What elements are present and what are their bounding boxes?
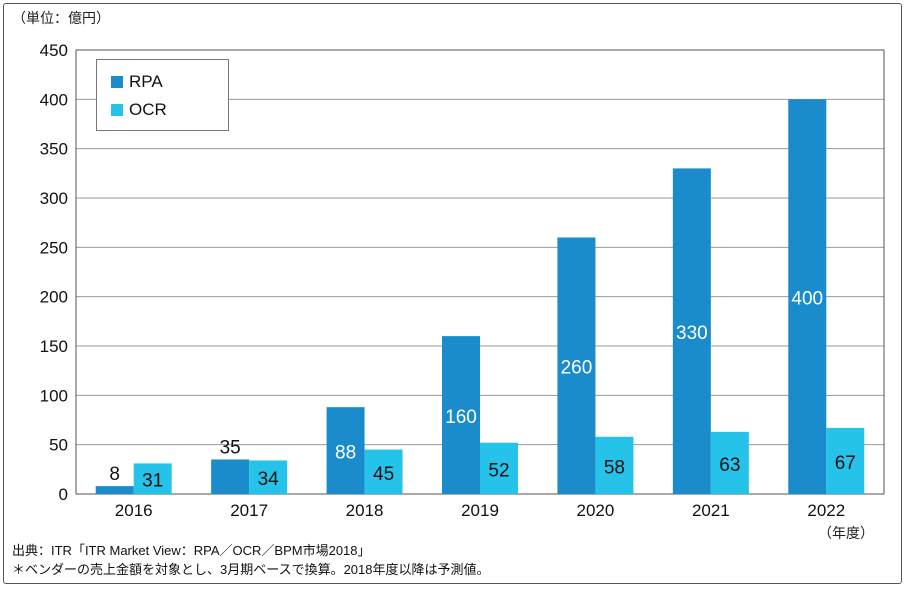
x-unit-label: （年度）: [818, 525, 874, 541]
source-footnote: ＊ベンダーの売上金額を対象とし、3月期ベースで換算。2018年度以降は予測値。: [12, 562, 490, 577]
data-label-ocr-2019: 52: [488, 460, 509, 481]
y-tick-label: 150: [40, 337, 68, 356]
x-tick-label: 2022: [807, 501, 845, 520]
x-tick-label: 2018: [346, 501, 384, 520]
legend-label-ocr: OCR: [129, 100, 167, 119]
bar-ocr-2018: [364, 449, 403, 494]
y-tick-label: 50: [49, 436, 68, 455]
bar-rpa-2017: [211, 459, 250, 494]
data-label-rpa-2020: 260: [561, 358, 593, 379]
data-label-ocr-2020: 58: [604, 457, 625, 478]
bar-ocr-2022: [826, 427, 865, 494]
data-label-rpa-2019: 160: [445, 407, 477, 428]
bar-rpa-2019: [442, 336, 480, 494]
y-tick-label: 0: [59, 485, 68, 504]
legend-swatch-rpa: [111, 76, 123, 88]
data-label-rpa-2022: 400: [791, 289, 823, 310]
x-tick-label: 2016: [115, 501, 153, 520]
bar-rpa-2022: [788, 99, 827, 494]
y-tick-label: 450: [40, 41, 68, 60]
data-label-ocr-2021: 63: [719, 455, 740, 476]
bar-ocr-2021: [710, 431, 749, 494]
bar-ocr-2020: [595, 436, 634, 494]
bar-rpa-2018: [326, 407, 365, 494]
bar-rpa-2020: [557, 237, 596, 494]
legend-item-rpa: RPA: [111, 70, 163, 94]
data-label-ocr-2017: 34: [258, 469, 280, 490]
x-tick-label: 2021: [692, 501, 730, 520]
data-label-rpa-2017: 35: [220, 437, 241, 458]
y-tick-label: 400: [40, 90, 68, 109]
legend-item-ocr: OCR: [111, 98, 167, 122]
data-label-ocr-2016: 31: [142, 471, 163, 492]
bar-rpa-2016: [95, 486, 134, 494]
x-tick-label: 2019: [461, 501, 499, 520]
y-tick-label: 350: [40, 140, 68, 159]
y-tick-label: 200: [40, 288, 68, 307]
x-tick-label: 2017: [230, 501, 268, 520]
data-label-rpa-2018: 88: [335, 443, 356, 464]
legend: RPA OCR: [96, 59, 229, 131]
y-tick-label: 100: [40, 386, 68, 405]
source-note: 出典：ITR「ITR Market View：RPA／OCR／BPM市場2018…: [12, 541, 490, 579]
bar-ocr-2019: [480, 442, 518, 494]
y-tick-label: 300: [40, 189, 68, 208]
bar-ocr-2016: [133, 463, 172, 494]
data-label-ocr-2018: 45: [373, 464, 394, 485]
x-tick-label: 2020: [577, 501, 615, 520]
y-tick-label: 250: [40, 238, 68, 257]
bar-rpa-2021: [672, 168, 711, 494]
y-unit-label: （単位：億円）: [12, 10, 110, 26]
data-label-rpa-2021: 330: [676, 323, 708, 344]
legend-swatch-ocr: [111, 104, 123, 116]
bar-ocr-2017: [249, 460, 288, 494]
legend-label-rpa: RPA: [129, 72, 163, 91]
data-label-rpa-2016: 8: [109, 464, 120, 485]
source-citation: 出典：ITR「ITR Market View：RPA／OCR／BPM市場2018…: [12, 543, 371, 558]
data-label-ocr-2022: 67: [835, 453, 856, 474]
